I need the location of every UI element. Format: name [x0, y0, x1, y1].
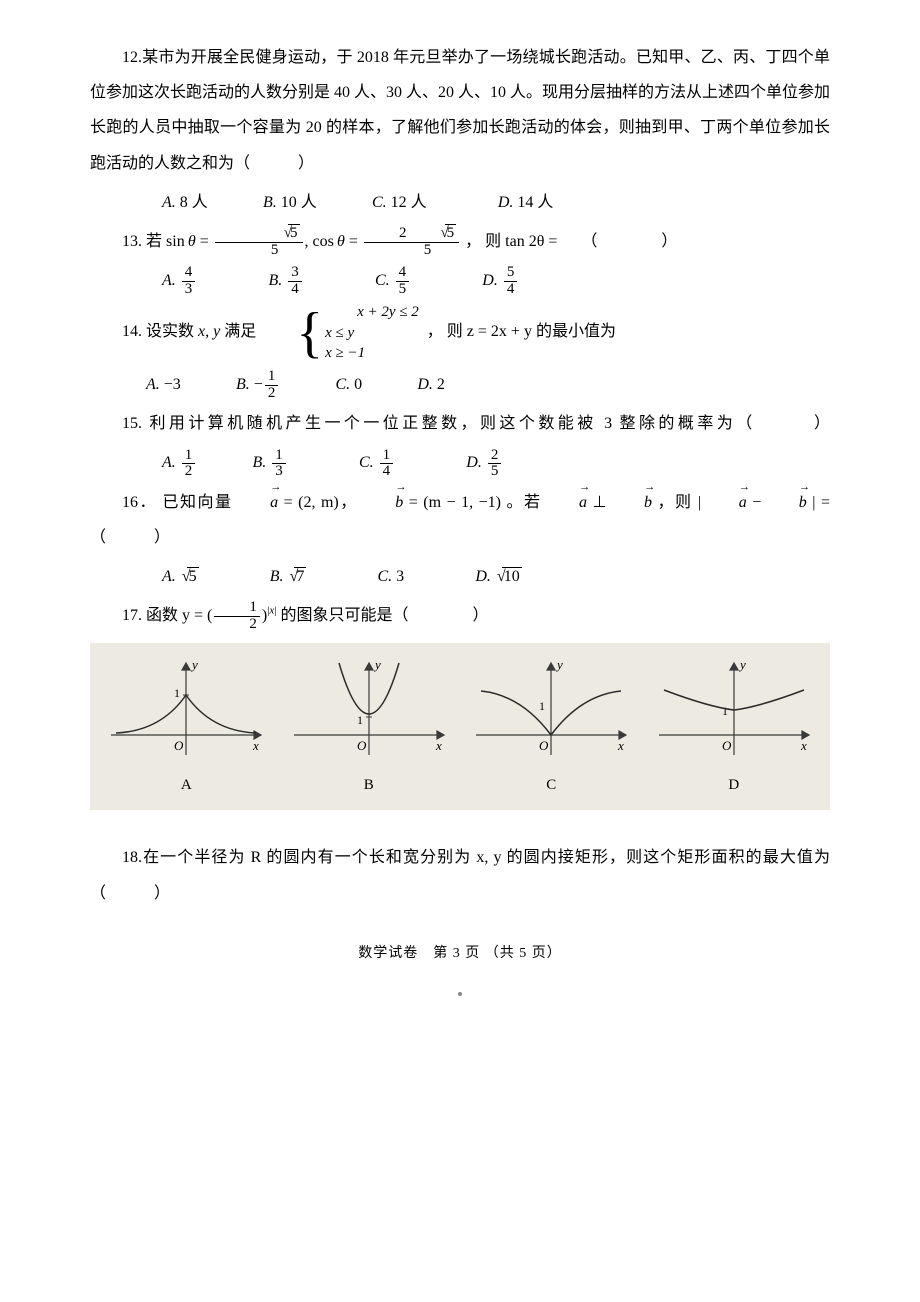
- svg-text:O: O: [357, 738, 367, 753]
- svg-text:y: y: [190, 657, 198, 672]
- q15-text: 15. 利用计算机随机产生一个一位正整数，则这个数能被 3 整除的概率为（ ）: [90, 406, 830, 441]
- q14-options: A. −3 B. −12 C. 0 D. 2: [146, 367, 830, 402]
- svg-text:x: x: [435, 738, 442, 753]
- q17-graph-a: O x y 1 A: [98, 655, 275, 802]
- svg-text:1: 1: [539, 699, 545, 713]
- svg-text:O: O: [174, 738, 184, 753]
- q14-opt-a: −3: [164, 376, 181, 393]
- q14-stem: 14. 设实数 x, y 满足 { x + 2y ≤ 2 x ≤ y x ≥ −…: [90, 302, 830, 363]
- svg-text:1: 1: [357, 713, 363, 727]
- svg-text:x: x: [252, 738, 259, 753]
- svg-text:x: x: [617, 738, 624, 753]
- q17-graph-c: O x y 1 C: [463, 655, 640, 802]
- svg-text:1: 1: [722, 704, 728, 718]
- svg-text:x: x: [800, 738, 807, 753]
- q12-opt-a: 8 人: [180, 194, 208, 211]
- q17-graphs-row: O x y 1 A O x y 1 B: [90, 643, 830, 810]
- q17-graph-b: O x y 1 B: [281, 655, 458, 802]
- q13-options: A. 43 B. 34 C. 45 D. 54: [162, 263, 830, 298]
- q12-opt-c: 12 人: [391, 194, 427, 211]
- q14-opt-d: 2: [437, 376, 445, 393]
- q16-options: A. 5 B. 7 C. 3 D. 10: [162, 559, 830, 594]
- q12-options: A. 8 人 B. 10 人 C. 12 人 D. 14 人: [162, 185, 830, 220]
- q12-opt-d: 14 人: [517, 194, 553, 211]
- q17-graph-d: O x y 1 D: [646, 655, 823, 802]
- svg-text:y: y: [555, 657, 563, 672]
- page-footer: 数学试卷 第 3 页 （共 5 页）: [90, 939, 830, 970]
- q13-stem: 13. 若 sin θ = 55, cos θ = 255 ， 则 tan 2θ…: [90, 224, 830, 259]
- svg-text:y: y: [373, 657, 381, 672]
- svg-text:1: 1: [174, 686, 180, 700]
- q12-opt-b: 10 人: [281, 194, 317, 211]
- svg-text:y: y: [738, 657, 746, 672]
- q16-stem: 16． 已知向量 a = (2, m)， b = (m − 1, −1) 。若 …: [90, 485, 830, 555]
- q17-stem: 17. 函数 y = (12)|x| 的图象只可能是（ ）: [90, 598, 830, 633]
- svg-text:O: O: [722, 738, 732, 753]
- q14-opt-c: 0: [354, 376, 362, 393]
- q18-text: 18.在一个半径为 R 的圆内有一个长和宽分别为 x, y 的圆内接矩形，则这个…: [90, 840, 830, 910]
- q12-text: 12.某市为开展全民健身运动，于 2018 年元旦举办了一场绕城长跑活动。已知甲…: [90, 40, 830, 181]
- watermark-dot: [90, 976, 830, 1011]
- svg-text:O: O: [539, 738, 549, 753]
